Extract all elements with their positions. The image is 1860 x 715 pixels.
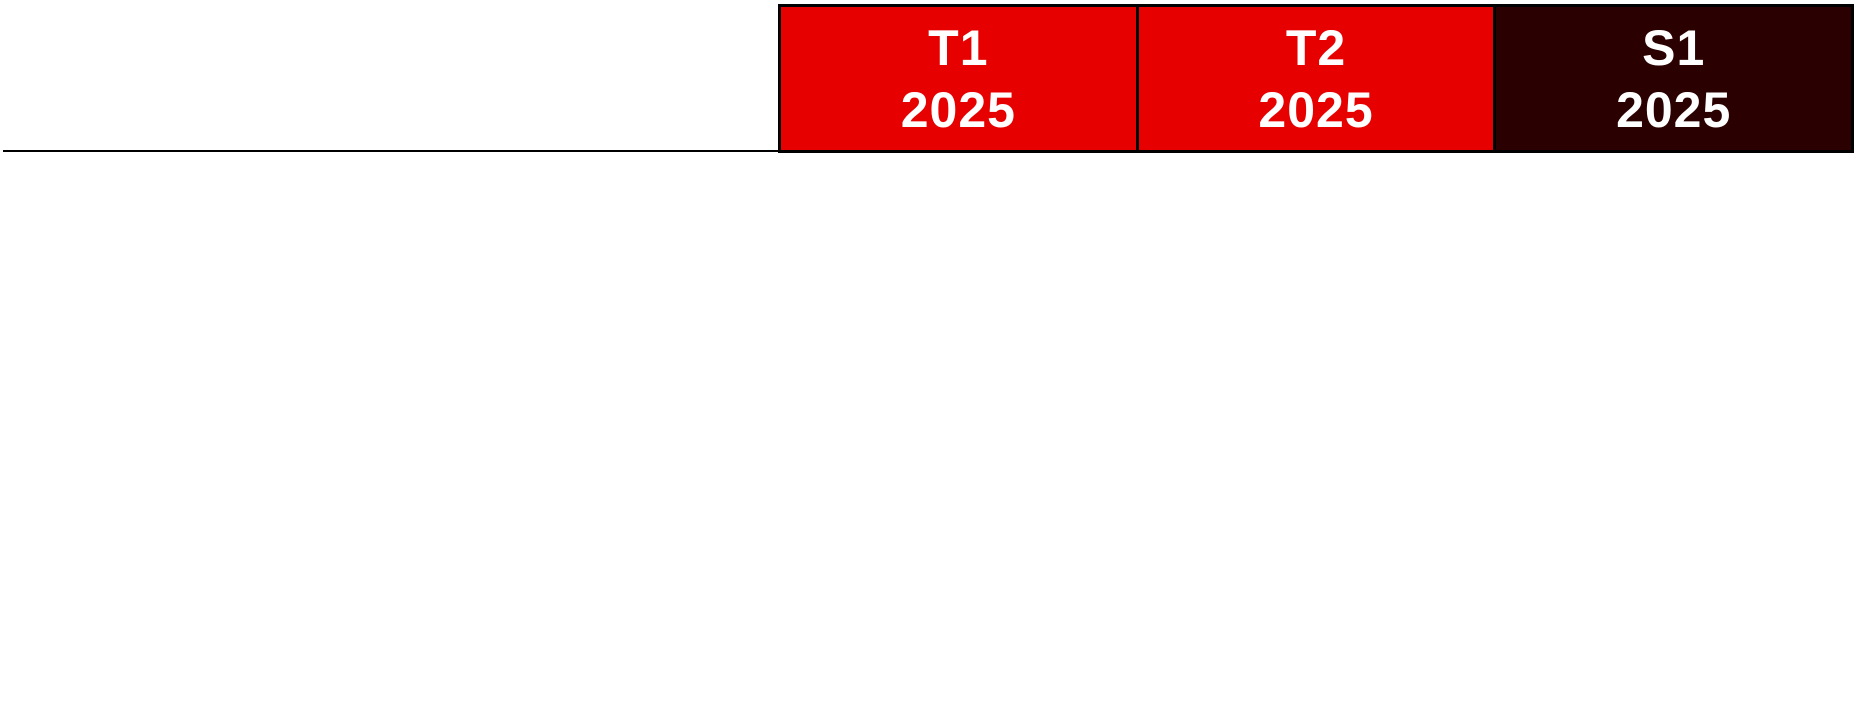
period-label: T1 (928, 19, 989, 76)
period-header-table: T1 2025 T2 2025 S1 2025 (778, 4, 1854, 153)
period-header-t2: T2 2025 (1135, 7, 1494, 150)
period-header-s1: S1 2025 (1493, 7, 1852, 150)
period-label: T2 (1285, 19, 1347, 76)
period-year: 2025 (900, 81, 1016, 138)
period-year: 2025 (1616, 81, 1732, 138)
period-header-t1: T1 2025 (781, 7, 1136, 150)
header-divider-line (3, 150, 781, 152)
period-year: 2025 (1258, 81, 1374, 138)
period-label: S1 (1642, 19, 1706, 76)
